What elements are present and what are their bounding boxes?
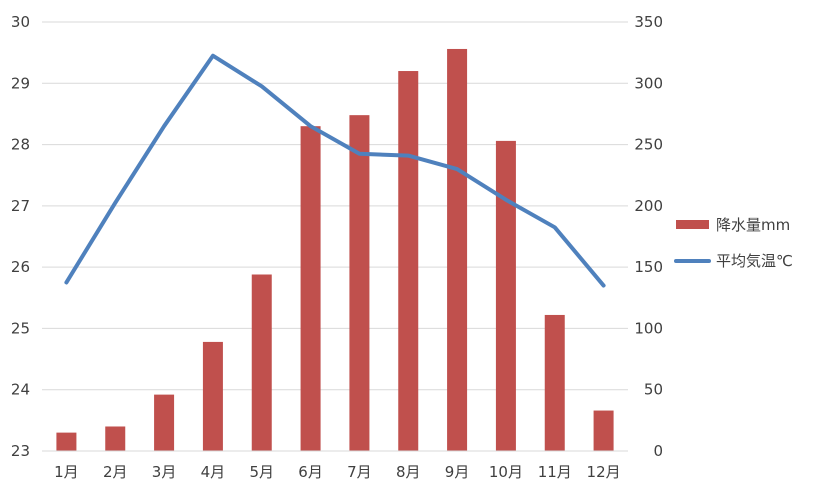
x-axis-ticks: 1月 2月 3月 4月 5月 6月 7月 8月 9月 10月 11月 12月: [54, 463, 620, 481]
x-axis-tick-label: 12月: [587, 463, 621, 481]
precipitation-bar: [56, 432, 77, 451]
left-axis-tick-label: 28: [11, 136, 30, 154]
legend-label-temperature: 平均気温℃: [716, 252, 793, 270]
x-axis-tick-label: 7月: [347, 463, 372, 481]
precipitation-bar: [105, 426, 126, 451]
right-axis-tick-label: 350: [634, 13, 663, 31]
right-axis-tick-label: 50: [644, 381, 663, 399]
left-axis-tick-label: 27: [11, 197, 30, 215]
left-axis-tick-label: 26: [11, 258, 30, 276]
right-axis-tick-label: 150: [634, 258, 663, 276]
x-axis-tick-label: 11月: [538, 463, 572, 481]
precipitation-bar: [593, 410, 614, 451]
right-axis-tick-label: 100: [634, 319, 663, 337]
precipitation-bar: [495, 140, 516, 451]
x-axis-tick-label: 8月: [396, 463, 421, 481]
left-axis-tick-label: 24: [11, 381, 30, 399]
right-axis-ticks: 0 50 100 150 200 250 300 350: [634, 13, 663, 460]
right-axis-tick-label: 200: [634, 197, 663, 215]
x-axis-tick-label: 3月: [152, 463, 177, 481]
precipitation-bar: [544, 314, 565, 451]
x-axis-tick-label: 2月: [103, 463, 128, 481]
left-axis-tick-label: 25: [11, 319, 30, 337]
gridlines: [42, 21, 628, 391]
right-axis-tick-label: 300: [634, 74, 663, 92]
left-axis-tick-label: 30: [11, 13, 30, 31]
precipitation-bar: [251, 274, 272, 451]
x-axis-tick-label: 10月: [489, 463, 523, 481]
precipitation-bar: [154, 394, 175, 451]
precipitation-bar: [398, 71, 419, 452]
legend: 降水量mm 平均気温℃: [674, 216, 793, 270]
x-axis-tick-label: 4月: [201, 463, 226, 481]
left-axis-tick-label: 23: [11, 442, 30, 460]
x-axis-tick-label: 1月: [54, 463, 79, 481]
right-axis-tick-label: 250: [634, 136, 663, 154]
x-axis-tick-label: 9月: [445, 463, 470, 481]
precipitation-bar: [349, 115, 370, 451]
precipitation-bar: [300, 126, 321, 451]
precipitation-bar: [447, 48, 468, 452]
left-axis-ticks: 23 24 25 26 27 28 29 30: [11, 13, 30, 460]
precipitation-bar: [202, 341, 223, 451]
x-axis-tick-label: 6月: [298, 463, 323, 481]
temperature-line-group: [64, 53, 606, 288]
legend-swatch-precipitation: [676, 220, 709, 229]
right-axis-tick-label: 0: [653, 442, 663, 460]
legend-label-precipitation: 降水量mm: [716, 216, 790, 234]
left-axis-tick-label: 29: [11, 74, 30, 92]
precipitation-bars: [56, 48, 614, 452]
temperature-line: [64, 53, 606, 288]
x-axis-tick-label: 5月: [249, 463, 274, 481]
